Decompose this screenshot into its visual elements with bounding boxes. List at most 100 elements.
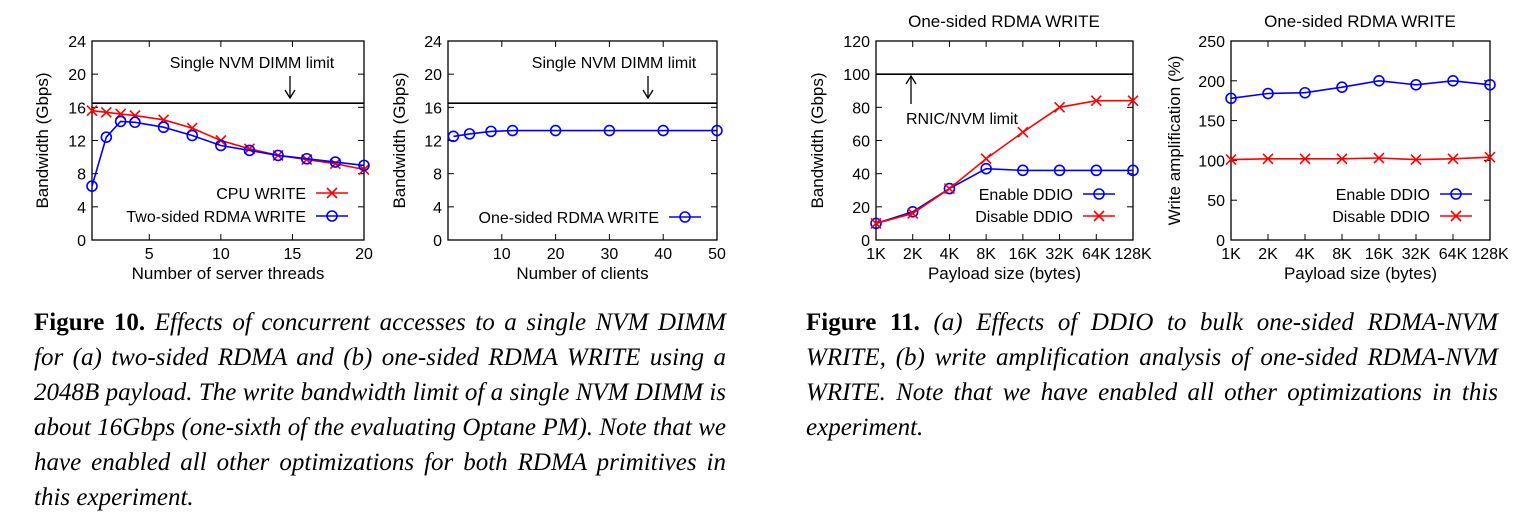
fig11a-point-disable-ddio bbox=[907, 207, 919, 220]
fig11b-point-enable-ddio bbox=[1336, 81, 1348, 93]
fig10b-xtick-label: 10 bbox=[493, 246, 511, 263]
fig11b-ytick-label: 150 bbox=[1198, 114, 1225, 131]
fig11a-legend-label-disable-ddio: Disable DDIO bbox=[975, 209, 1073, 226]
fig11b-xtick-label: 64K bbox=[1439, 246, 1468, 263]
fig11b-title: One-sided RDMA WRITE bbox=[1264, 12, 1456, 31]
fig11b-point-disable-ddio bbox=[1447, 153, 1459, 165]
fig11a-point-disable-ddio bbox=[1017, 126, 1029, 138]
fig11b-xtick-label: 1K bbox=[1221, 246, 1241, 263]
fig10b-ytick-label: 0 bbox=[433, 233, 442, 250]
fig11b-point-enable-ddio bbox=[1225, 92, 1237, 105]
figure-10-label: Figure 10. bbox=[34, 309, 146, 336]
fig11b-point-disable-ddio bbox=[1299, 153, 1311, 165]
fig11b-xtick-label: 2K bbox=[1258, 246, 1278, 263]
fig11a-xlabel: Payload size (bytes) bbox=[928, 264, 1081, 283]
fig10b-point-one-sided-rdma-write bbox=[463, 128, 476, 140]
fig11b-ytick-label: 0 bbox=[1216, 233, 1225, 250]
fig11a-point-enable-ddio bbox=[1127, 164, 1139, 177]
figure-11-caption: Figure 11. (a) Effects of DDIO to bulk o… bbox=[806, 305, 1498, 445]
fig10b-point-one-sided-rdma-write bbox=[485, 125, 497, 138]
fig11b-point-disable-ddio bbox=[1225, 154, 1237, 166]
fig11a-legend-label-enable-ddio: Enable DDIO bbox=[979, 187, 1073, 204]
fig10b-point-one-sided-rdma-write bbox=[447, 130, 460, 143]
fig11a-xtick-label: 8K bbox=[976, 246, 996, 263]
fig10a-point-two-sided-rdma-write bbox=[272, 149, 284, 162]
fig11b-point-enable-ddio bbox=[1447, 75, 1459, 87]
fig10b-ytick-label: 24 bbox=[424, 34, 442, 51]
fig10a-point-two-sided-rdma-write bbox=[243, 144, 256, 157]
fig11b-point-disable-ddio bbox=[1484, 151, 1496, 163]
fig10a-ytick-label: 4 bbox=[77, 200, 86, 217]
fig11a-point-enable-ddio bbox=[943, 182, 956, 195]
fig11b-xtick-label: 16K bbox=[1365, 246, 1394, 263]
fig11b-xtick-label: 4K bbox=[1295, 246, 1315, 263]
fig10a-legend-marker-two-sided-rdma-write bbox=[326, 210, 338, 222]
fig11a-point-disable-ddio bbox=[1054, 101, 1066, 113]
fig10a-point-two-sided-rdma-write bbox=[215, 139, 227, 152]
fig10b-point-one-sided-rdma-write bbox=[657, 124, 670, 137]
fig11b-ylabel: Write amplification (%) bbox=[1165, 56, 1184, 226]
fig11a-ytick-label: 100 bbox=[843, 67, 870, 84]
fig11a-xtick-label: 2K bbox=[903, 246, 923, 263]
fig10a-xtick-label: 15 bbox=[284, 246, 302, 263]
fig10b-xtick-label: 20 bbox=[547, 246, 565, 263]
fig11b-legend-label-disable-ddio: Disable DDIO bbox=[1332, 209, 1430, 226]
fig10a-point-two-sided-rdma-write bbox=[157, 121, 170, 134]
fig11a-xtick-label: 64K bbox=[1082, 246, 1111, 263]
fig11a-point-enable-ddio bbox=[906, 206, 919, 218]
fig10a-ytick-label: 20 bbox=[68, 67, 86, 84]
fig10a-ytick-label: 16 bbox=[68, 100, 86, 117]
fig10b-xlabel: Number of clients bbox=[516, 264, 648, 283]
fig10a-line-two-sided-rdma-write bbox=[91, 120, 365, 187]
fig11b-ytick-label: 100 bbox=[1198, 153, 1225, 170]
figure-11-label: Figure 11. bbox=[806, 309, 920, 336]
fig11a-xtick-label: 1K bbox=[866, 246, 886, 263]
fig10a-point-cpu-write bbox=[358, 163, 370, 176]
fig10a-point-cpu-write bbox=[100, 106, 112, 118]
fig11a-line-enable-ddio bbox=[875, 167, 1133, 225]
fig11a-ylabel: Bandwidth (Gbps) bbox=[808, 72, 827, 208]
fig11b-ytick-label: 200 bbox=[1198, 74, 1225, 91]
fig10a-ytick-label: 12 bbox=[68, 134, 86, 151]
fig10a-limit-label: Single NVM DIMM limit bbox=[170, 55, 335, 72]
fig10a-point-two-sided-rdma-write bbox=[86, 180, 98, 192]
fig11b-point-disable-ddio bbox=[1410, 154, 1422, 166]
fig10b-xtick-label: 30 bbox=[601, 246, 619, 263]
fig11a-point-disable-ddio bbox=[870, 217, 882, 229]
fig11b-line-disable-ddio bbox=[1230, 156, 1491, 161]
fig11b-line-enable-ddio bbox=[1230, 79, 1491, 100]
fig10b-ytick-label: 8 bbox=[433, 167, 442, 184]
fig10a-point-cpu-write bbox=[86, 105, 98, 117]
fig11a-ytick-label: 0 bbox=[861, 233, 870, 250]
fig10b-line-one-sided-rdma-write bbox=[453, 129, 717, 138]
fig11b-ytick-label: 250 bbox=[1198, 34, 1225, 51]
fig11b-legend-marker-disable-ddio bbox=[1450, 210, 1462, 222]
fig10b-ytick-label: 16 bbox=[424, 100, 442, 117]
figure-10-caption: Figure 10. Effects of concurrent accesse… bbox=[34, 305, 726, 515]
fig10b-legend-marker-one-sided-rdma-write bbox=[679, 211, 691, 223]
fig11a-line-disable-ddio bbox=[875, 99, 1133, 225]
fig10a-xtick-label: 10 bbox=[212, 246, 230, 263]
fig11a-ytick-label: 60 bbox=[852, 134, 870, 151]
fig11a-point-enable-ddio bbox=[1053, 164, 1066, 177]
fig11a-xtick-label: 32K bbox=[1045, 246, 1074, 263]
fig11a-point-enable-ddio bbox=[1090, 164, 1103, 177]
fig11a-xtick-label: 4K bbox=[940, 246, 960, 263]
fig11a-point-enable-ddio bbox=[1017, 164, 1029, 177]
fig11a-xtick-label: 16K bbox=[1009, 246, 1038, 263]
fig11a-point-enable-ddio bbox=[870, 217, 882, 230]
fig11a-point-disable-ddio bbox=[943, 183, 955, 195]
fig10a-point-two-sided-rdma-write bbox=[186, 129, 199, 142]
figure-10-text: Effects of concurrent accesses to a sing… bbox=[34, 309, 726, 511]
fig11a-legend-marker-enable-ddio bbox=[1093, 188, 1105, 200]
fig11b-xlabel: Payload size (bytes) bbox=[1284, 264, 1437, 283]
fig10a-ytick-label: 8 bbox=[77, 167, 86, 184]
fig11a-title: One-sided RDMA WRITE bbox=[908, 12, 1100, 31]
fig10b-ylabel: Bandwidth (Gbps) bbox=[390, 72, 409, 208]
fig11b-point-enable-ddio bbox=[1299, 86, 1311, 99]
fig10a-ylabel: Bandwidth (Gbps) bbox=[33, 72, 52, 208]
fig10b-limit-label: Single NVM DIMM limit bbox=[532, 55, 697, 72]
fig11b-point-disable-ddio bbox=[1373, 152, 1385, 164]
fig10a-point-two-sided-rdma-write bbox=[114, 115, 127, 128]
fig10a-xlabel: Number of server threads bbox=[132, 264, 325, 283]
